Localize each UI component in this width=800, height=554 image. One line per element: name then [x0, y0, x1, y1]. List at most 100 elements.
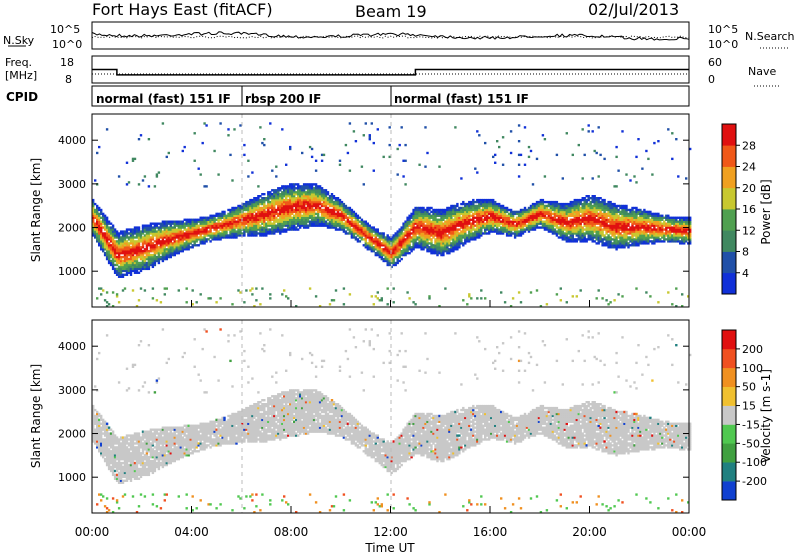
power-cell: [297, 212, 300, 216]
power-cell: [283, 224, 286, 227]
power-cell: [157, 236, 161, 239]
power-cell: [131, 238, 135, 241]
power-cell: [94, 236, 97, 239]
power-cell: [316, 200, 320, 204]
power-cell: [127, 228, 131, 231]
power-cell: [125, 228, 129, 231]
power-cell: [135, 261, 139, 265]
power-cell: [275, 230, 278, 233]
power-cell: [191, 236, 194, 239]
power-cell: [165, 248, 168, 251]
power-cell: [241, 206, 244, 210]
power-cell: [243, 153, 246, 157]
power-cell: [285, 208, 288, 212]
power-cell: [119, 230, 123, 233]
power-cell: [113, 269, 117, 273]
power-cell: [334, 197, 338, 200]
power-cell: [199, 234, 202, 237]
power-cell: [125, 236, 129, 239]
power-cell: [291, 187, 294, 190]
power-cell: [271, 224, 274, 227]
power-cell: [322, 204, 326, 208]
power-cell: [291, 212, 294, 216]
power-cell: [129, 248, 133, 251]
power-cell: [159, 252, 163, 255]
power-cell: [221, 232, 224, 235]
power-cell: [223, 228, 226, 231]
power-cell: [251, 220, 254, 223]
power-cell: [338, 218, 342, 221]
power-cell: [259, 208, 262, 212]
power-cell: [291, 222, 294, 225]
power-cell: [275, 189, 278, 192]
power-cell: [324, 191, 328, 194]
power-cell: [253, 230, 256, 233]
power-cell: [517, 291, 521, 294]
power-cell: [143, 234, 147, 237]
power-cell: [322, 153, 326, 157]
power-cell: [219, 297, 222, 300]
power-cell: [310, 198, 314, 202]
power-cell: [285, 218, 288, 221]
power-cell: [306, 185, 310, 188]
power-cell: [123, 248, 127, 251]
power-cell: [310, 193, 314, 196]
power-cell: [215, 224, 218, 227]
power-cell: [318, 202, 322, 206]
power-cell: [277, 214, 280, 217]
power-cell: [135, 267, 139, 271]
power-cell: [143, 252, 147, 255]
power-cell: [173, 242, 176, 245]
power-cell: [157, 248, 161, 251]
power-cell: [133, 157, 137, 161]
power-cell: [273, 230, 276, 233]
power-cell: [175, 240, 178, 243]
power-cell: [231, 206, 234, 210]
power-cell: [203, 216, 206, 219]
power-cell: [189, 226, 192, 229]
power-cell: [289, 224, 292, 227]
power-cell: [117, 240, 121, 243]
power-cell: [338, 206, 342, 210]
power-cell: [308, 216, 312, 219]
power-cell: [259, 198, 262, 202]
power-cell: [322, 198, 326, 202]
power-cell: [187, 248, 190, 251]
power-cell: [165, 230, 168, 233]
power-cell: [169, 236, 172, 239]
power-cell: [233, 216, 236, 219]
power-cell: [135, 236, 139, 239]
power-cell: [153, 259, 157, 263]
power-cell: [185, 234, 188, 237]
power-cell: [255, 216, 258, 219]
power-cell: [219, 226, 222, 229]
power-cell: [147, 242, 151, 245]
power-cell: [185, 222, 188, 225]
power-cell: [177, 236, 180, 239]
power-cell: [342, 222, 346, 225]
power-cell: [253, 208, 256, 212]
power-cell: [295, 204, 298, 208]
power-cell: [107, 257, 111, 261]
power-cell: [312, 224, 316, 227]
power-cell: [149, 248, 153, 251]
power-cell: [105, 230, 109, 233]
power-cell: [253, 305, 256, 308]
power-cell: [137, 271, 141, 274]
power-cell: [205, 228, 208, 231]
power-cell: [133, 263, 137, 267]
power-cell: [295, 305, 298, 308]
power-cell: [271, 198, 274, 202]
power-cell: [326, 224, 330, 227]
power-cell: [287, 193, 290, 196]
power-cell: [255, 212, 258, 216]
power-cell: [191, 238, 194, 241]
power-cell: [105, 216, 109, 219]
power-cell: [195, 301, 198, 304]
power-cell: [269, 122, 272, 125]
power-cell: [131, 246, 135, 249]
power-cell: [334, 212, 338, 216]
power-cell: [285, 204, 288, 208]
power-cell: [253, 222, 256, 225]
